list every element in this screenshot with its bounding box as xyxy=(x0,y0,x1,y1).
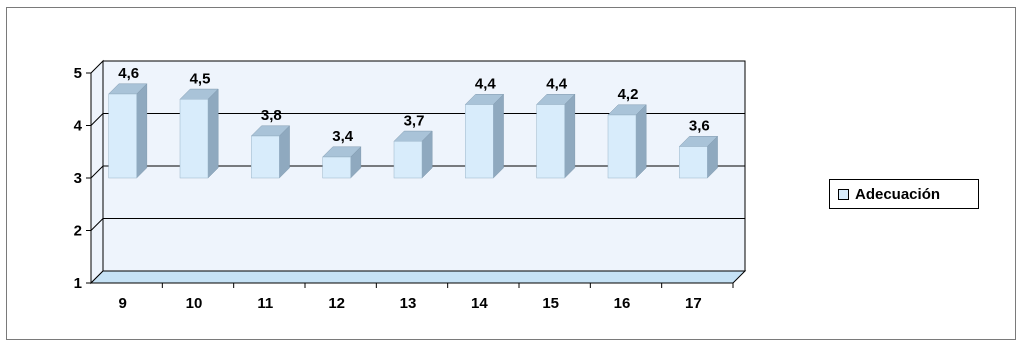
data-label: 3,4 xyxy=(332,128,354,145)
data-label: 4,4 xyxy=(546,76,568,93)
x-tick-label: 10 xyxy=(186,295,203,312)
y-tick-label: 2 xyxy=(74,223,82,240)
bar xyxy=(679,146,708,179)
y-tick-label: 3 xyxy=(74,170,82,187)
x-tick-label: 13 xyxy=(400,295,417,312)
x-tick-label: 17 xyxy=(685,295,702,312)
legend-label: Adecuación xyxy=(855,185,941,203)
bar xyxy=(393,141,423,179)
data-label: 4,4 xyxy=(475,76,497,93)
bar-side xyxy=(493,93,504,179)
x-tick-label: 9 xyxy=(118,295,126,312)
bar-side xyxy=(207,88,219,179)
bar xyxy=(607,114,637,179)
data-label: 4,6 xyxy=(118,65,139,82)
legend-swatch xyxy=(838,188,849,200)
data-label: 4,2 xyxy=(618,86,639,103)
bar-side xyxy=(635,104,647,179)
bar xyxy=(108,93,137,179)
legend: Adecuación xyxy=(829,179,979,209)
chart-frame: 1 2 3 4 5 4,6 9 4,5 10 3,8 11 3,4 12 3,7 13 4,4 14 4,4 15 4… xyxy=(6,7,1016,340)
y-tick-label: 4 xyxy=(74,118,83,135)
x-tick-label: 12 xyxy=(328,295,345,312)
data-label: 3,8 xyxy=(261,107,282,124)
data-label: 3,7 xyxy=(404,112,425,129)
gridline xyxy=(90,113,745,126)
bar xyxy=(536,104,565,179)
data-label: 3,6 xyxy=(689,118,710,135)
data-label: 4,5 xyxy=(190,70,211,87)
x-tick-label: 11 xyxy=(257,295,273,312)
bar-side xyxy=(136,83,148,179)
x-tick-label: 15 xyxy=(542,295,559,312)
y-tick-label: 1 xyxy=(74,275,82,292)
x-tick-label: 14 xyxy=(471,295,488,312)
gridline xyxy=(90,165,745,179)
y-tick-label: 5 xyxy=(74,65,82,82)
bar-side xyxy=(564,93,576,179)
x-tick-label: 16 xyxy=(614,295,631,312)
bar xyxy=(251,135,280,179)
gridline xyxy=(90,218,745,231)
floor xyxy=(89,270,747,284)
bar xyxy=(322,156,351,179)
bar xyxy=(465,104,494,179)
bar xyxy=(179,99,209,179)
